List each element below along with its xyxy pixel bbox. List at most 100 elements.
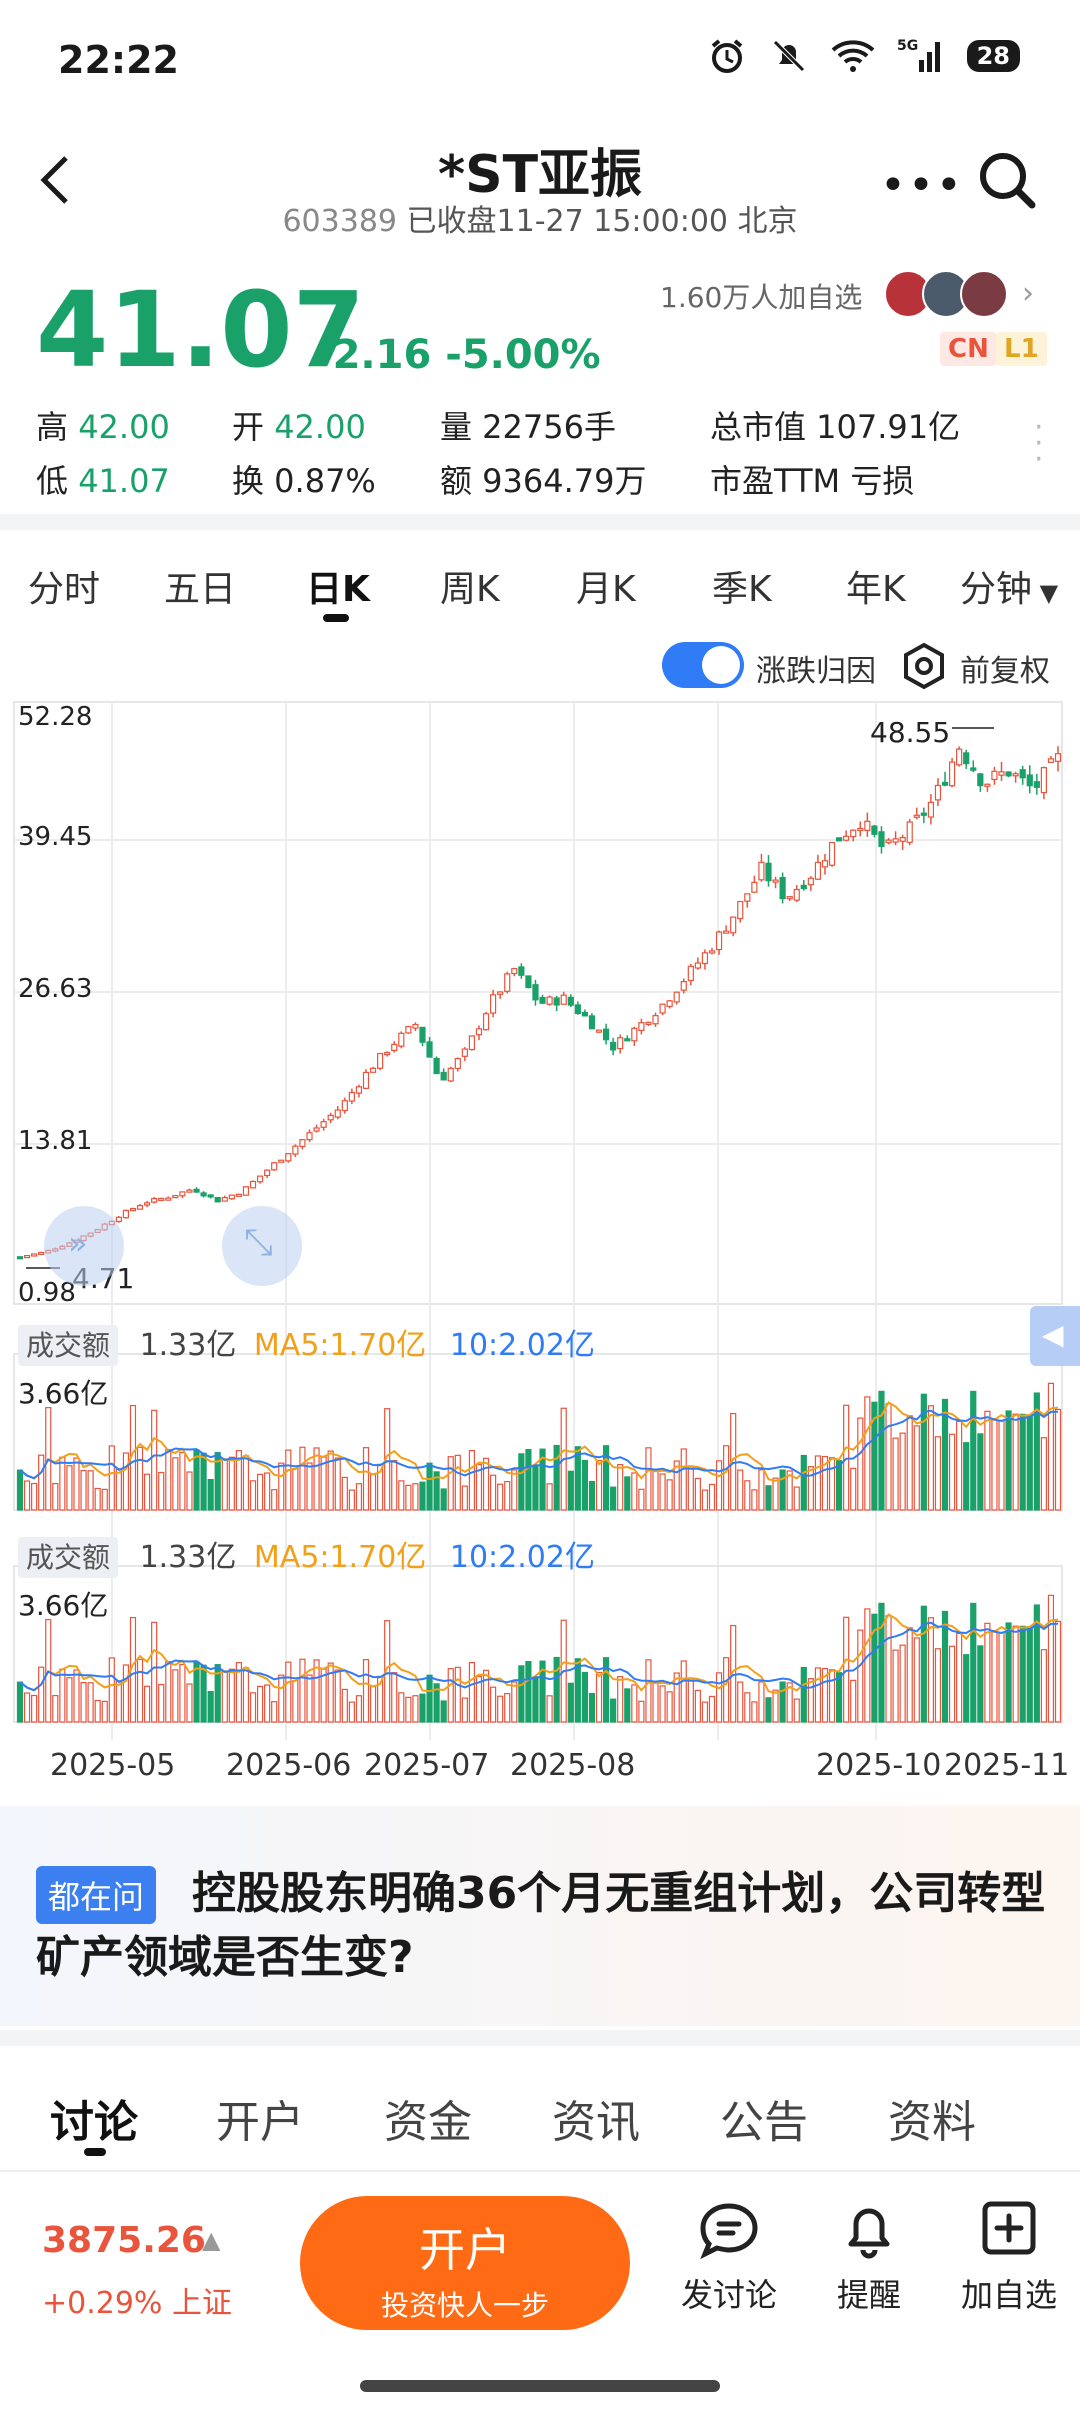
volume-bar	[659, 1473, 666, 1511]
candle	[751, 881, 758, 893]
battery-icon: 28	[966, 40, 1020, 72]
candle	[264, 1169, 271, 1177]
volume-bar	[249, 1692, 257, 1723]
fullscreen-button[interactable]: ⤡	[222, 1206, 302, 1286]
volume-bar	[242, 1455, 250, 1511]
volume-bar	[786, 1470, 793, 1511]
x-tick: 2025-06	[226, 1748, 352, 1783]
open-account-button[interactable]: 开户 投资快人一步	[300, 2196, 630, 2330]
tab-daily-k[interactable]: 日K	[306, 569, 370, 610]
volume-bar	[475, 1675, 483, 1723]
tab-announcements[interactable]: 公告	[720, 2097, 808, 2148]
tab-open-account[interactable]: 开户	[216, 2097, 304, 2148]
volume-bar	[913, 1637, 920, 1723]
volume-bar	[391, 1460, 398, 1511]
market-tag-cn: CN	[940, 332, 997, 366]
volume-bar	[617, 1464, 624, 1511]
candle	[1026, 774, 1033, 787]
candle	[708, 950, 716, 954]
tab-funds[interactable]: 资金	[384, 2097, 472, 2148]
candle	[242, 1186, 250, 1196]
volume-bar	[362, 1659, 370, 1723]
home-indicator	[360, 2380, 720, 2392]
volume-bar	[1005, 1622, 1012, 1723]
tab-profile[interactable]: 资料	[888, 2097, 976, 2148]
candle	[327, 1114, 334, 1121]
candle	[892, 838, 899, 843]
back-icon[interactable]	[36, 150, 76, 210]
volume-bar	[701, 1701, 709, 1723]
tab-minute[interactable]: 分钟 ▼	[960, 569, 1059, 610]
volume-bar	[306, 1462, 313, 1511]
volume-bar	[186, 1683, 193, 1723]
volume-bar	[998, 1419, 1005, 1511]
ask-card[interactable]	[0, 1806, 1080, 2026]
price-panel-frame	[13, 701, 1063, 1305]
kline-chart[interactable]	[0, 690, 1080, 1750]
volume-ma10: 10:2.02亿	[449, 1540, 595, 1575]
volume-bar	[800, 1666, 807, 1723]
volume-bar	[1033, 1604, 1040, 1723]
volume-max-label: 3.66亿	[18, 1377, 109, 1410]
candle	[1047, 758, 1055, 763]
candle	[525, 975, 532, 989]
candle	[348, 1091, 355, 1102]
volume-bar	[158, 1683, 165, 1723]
volume-indicator-tag[interactable]: 成交额	[18, 1325, 119, 1366]
volume-bar	[765, 1697, 772, 1723]
index-change[interactable]: +0.29% 上证	[42, 2286, 232, 2321]
more-icon[interactable]: •••	[880, 160, 964, 211]
ask-question[interactable]: 控股股东明确36个月无重组计划，公司转型矿产领域是否生变?	[36, 1868, 1046, 1983]
volume-bar	[624, 1688, 631, 1723]
candle	[602, 1028, 610, 1041]
add-watchlist-button[interactable]: 加自选	[944, 2200, 1074, 2316]
volume-bar	[1019, 1625, 1026, 1723]
post-discussion-button[interactable]: 发讨论	[664, 2200, 794, 2316]
volume-bar	[892, 1649, 899, 1723]
candle	[249, 1180, 257, 1189]
tab-five-day[interactable]: 五日	[164, 569, 237, 610]
remind-button[interactable]: 提醒	[804, 2200, 934, 2316]
volume-bar	[701, 1489, 709, 1511]
volume-indicator-tag[interactable]: 成交额	[18, 1537, 119, 1578]
tab-monthly-k[interactable]: 月K	[576, 569, 636, 610]
volume-bar	[490, 1686, 497, 1723]
forward-adjust-label[interactable]: 前复权	[960, 654, 1050, 689]
tab-discussion[interactable]: 讨论	[50, 2097, 138, 2148]
tab-weekly-k[interactable]: 周K	[440, 569, 500, 610]
volume-bar	[737, 1469, 744, 1511]
volume-bar	[977, 1433, 984, 1511]
volume-bar	[115, 1468, 122, 1511]
collapse-panel-button[interactable]: ◀	[1030, 1306, 1080, 1366]
adjust-settings-icon[interactable]	[900, 642, 948, 690]
volume-bar	[207, 1691, 214, 1723]
volume-bar	[828, 1457, 836, 1511]
follower-avatars[interactable]	[884, 270, 1008, 318]
chevron-right-icon[interactable]: ›	[1022, 276, 1034, 311]
volume-bar	[807, 1678, 814, 1723]
tab-news[interactable]: 资讯	[552, 2097, 640, 2148]
volume-bar	[313, 1447, 320, 1511]
tab-intraday[interactable]: 分时	[28, 569, 101, 610]
signal-5g-icon: 5G	[897, 38, 940, 72]
attribution-toggle[interactable]	[662, 642, 744, 688]
volume-bar	[122, 1452, 130, 1511]
expand-left-button[interactable]: »	[44, 1206, 124, 1286]
volume-bar	[927, 1617, 934, 1723]
candle	[412, 1024, 419, 1029]
index-value[interactable]: 3875.26	[42, 2220, 206, 2261]
tab-yearly-k[interactable]: 年K	[846, 569, 906, 610]
volume-bar	[948, 1433, 956, 1511]
volume-bar	[461, 1697, 468, 1723]
candle	[440, 1071, 447, 1081]
expand-stats-icon[interactable]: · · ·	[1034, 410, 1044, 477]
volume-bar	[454, 1666, 461, 1723]
search-icon[interactable]	[975, 148, 1039, 212]
volume-ma10-line	[19, 1621, 1059, 1692]
volume-bar	[532, 1676, 539, 1723]
volume-bar	[158, 1471, 165, 1511]
tab-quarterly-k[interactable]: 季K	[712, 569, 772, 610]
followers-count[interactable]: 1.60万人加自选	[660, 281, 863, 314]
volume-bar	[278, 1462, 285, 1511]
candle	[405, 1025, 412, 1034]
